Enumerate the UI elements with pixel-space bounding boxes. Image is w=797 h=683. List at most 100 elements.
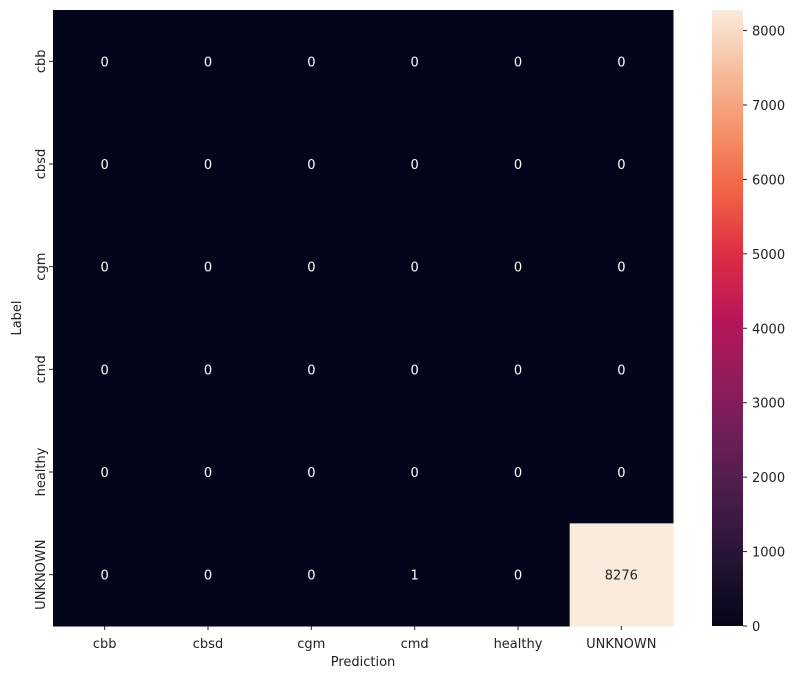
cell-value-label: 0 <box>204 158 212 173</box>
heatmap-cell <box>53 523 157 627</box>
heatmap-cell <box>363 318 467 422</box>
x-tick-label: cbb <box>93 637 117 652</box>
heatmap-cell <box>569 523 674 627</box>
cell-value-label: 0 <box>204 569 212 584</box>
cell-value-label: 0 <box>514 466 522 481</box>
cell-value-label: 0 <box>204 261 212 276</box>
cell-value-label: 0 <box>307 466 315 481</box>
heatmap-cell <box>569 318 674 422</box>
heatmap-cell <box>53 420 157 524</box>
cell-value-label: 0 <box>307 569 315 584</box>
cell-value-label: 0 <box>617 158 625 173</box>
cell-value-label: 0 <box>101 569 109 584</box>
heatmap-cell <box>156 318 261 422</box>
heatmap-cell <box>363 112 467 216</box>
y-tick-label: cgm <box>34 253 49 281</box>
x-tick-label: cgm <box>297 637 325 652</box>
colorbar-tick-label: 1000 <box>752 546 785 561</box>
cell-value-label: 0 <box>411 55 419 70</box>
y-tick-label: UNKNOWN <box>34 540 49 610</box>
cell-value-label: 0 <box>204 363 212 378</box>
heatmap-cell <box>569 215 674 319</box>
heatmap-cell <box>363 215 467 319</box>
colorbar-tick-label: 6000 <box>752 173 785 188</box>
cell-value-label: 0 <box>307 261 315 276</box>
heatmap-cell <box>156 112 261 216</box>
colorbar-tick-label: 2000 <box>752 471 785 486</box>
heatmap-cell <box>466 420 571 524</box>
heatmap-cell <box>53 318 157 422</box>
colorbar-tick-label: 3000 <box>752 397 785 412</box>
colorbar-tick-label: 8000 <box>752 25 785 40</box>
cell-value-label: 0 <box>307 363 315 378</box>
cell-value-label: 0 <box>617 261 625 276</box>
cell-value-label: 0 <box>411 466 419 481</box>
cell-value-label: 0 <box>101 55 109 70</box>
heatmap-cell <box>569 112 674 216</box>
y-tick-label: cmd <box>34 355 49 383</box>
heatmap-cell <box>259 318 364 422</box>
cell-value-label: 0 <box>307 158 315 173</box>
heatmap-cell <box>259 523 364 627</box>
cell-value-label: 0 <box>204 466 212 481</box>
cell-value-label: 0 <box>101 158 109 173</box>
cell-value-label: 0 <box>617 55 625 70</box>
cell-value-label: 0 <box>411 158 419 173</box>
colorbar-tick-label: 5000 <box>752 248 785 263</box>
heatmap-cell <box>363 10 467 114</box>
heatmap-cell <box>259 10 364 114</box>
heatmap-cell <box>259 420 364 524</box>
colorbar-tick-label: 7000 <box>752 99 785 114</box>
heatmap-cell <box>569 10 674 114</box>
heatmap-cell <box>466 215 571 319</box>
heatmap-cell <box>466 318 571 422</box>
y-tick-label: cbsd <box>34 149 49 179</box>
heatmap-cell <box>363 420 467 524</box>
x-axis-ticks: cbb cbsd cgm cmd healthy UNKNOWN <box>93 626 656 652</box>
heatmap-cell <box>466 523 571 627</box>
cell-value-label: 0 <box>411 363 419 378</box>
heatmap-cell <box>259 215 364 319</box>
y-axis-label: Label <box>10 300 25 335</box>
heatmap-cell <box>156 523 261 627</box>
cell-value-label: 0 <box>514 55 522 70</box>
cell-value-label: 0 <box>204 55 212 70</box>
x-tick-label: UNKNOWN <box>586 637 656 652</box>
heatmap-cells: 0 0 0 0 0 0 0 0 0 0 0 0 0 0 0 0 0 0 0 0 0 0 0 0 0 0 0 0 0 0 0 0 0 1 0 8276 <box>53 10 674 627</box>
heatmap-cell <box>53 10 157 114</box>
heatmap-cell <box>569 420 674 524</box>
heatmap-cell <box>259 112 364 216</box>
heatmap-cell <box>53 112 157 216</box>
x-axis-label: Prediction <box>331 655 396 670</box>
cell-value-label: 0 <box>411 261 419 276</box>
cell-value-label: 8276 <box>605 569 638 584</box>
cell-value-label: 0 <box>617 466 625 481</box>
colorbar-tick-label: 0 <box>752 620 760 635</box>
y-tick-label: healthy <box>34 447 49 496</box>
cell-value-label: 0 <box>514 261 522 276</box>
cell-value-label: 0 <box>101 363 109 378</box>
y-axis-ticks: cbb cbsd cgm cmd healthy UNKNOWN <box>34 50 53 610</box>
cell-value-label: 0 <box>101 261 109 276</box>
heatmap-cell <box>466 112 571 216</box>
heatmap-cell <box>156 420 261 524</box>
colorbar-ticks: 0 1000 2000 3000 4000 5000 6000 7000 8000 <box>743 25 785 635</box>
cell-value-label: 0 <box>514 158 522 173</box>
heatmap-cell <box>156 10 261 114</box>
cell-value-label: 0 <box>617 363 625 378</box>
cell-value-label: 1 <box>411 569 419 584</box>
x-tick-label: healthy <box>494 637 543 652</box>
cell-value-label: 0 <box>101 466 109 481</box>
heatmap-cell <box>466 10 571 114</box>
x-tick-label: cbsd <box>193 637 223 652</box>
colorbar-tick-label: 4000 <box>752 322 785 337</box>
heatmap-cell <box>363 523 467 627</box>
x-tick-label: cmd <box>401 637 429 652</box>
y-tick-label: cbb <box>34 50 49 74</box>
colorbar <box>712 10 743 626</box>
cell-value-label: 0 <box>514 569 522 584</box>
cell-value-label: 0 <box>307 55 315 70</box>
heatmap-cell <box>156 215 261 319</box>
heatmap-cell <box>53 215 157 319</box>
